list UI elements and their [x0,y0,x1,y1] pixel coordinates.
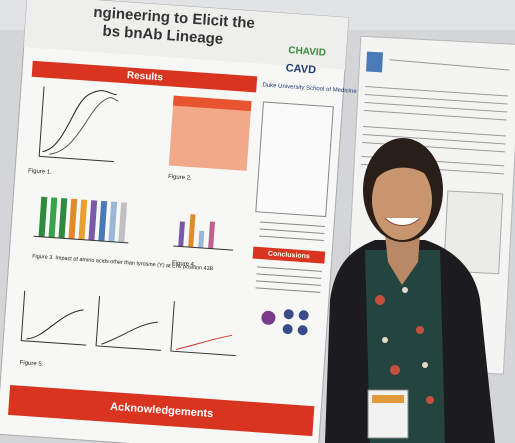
figure [443,190,504,275]
logo-text: CAVD [285,62,316,76]
header [23,0,349,70]
figure-3 [33,196,234,251]
section-heading: Results [127,70,164,84]
section-bar [8,384,315,437]
diagram [261,309,309,336]
figure-1: Figure 1. [28,86,119,176]
text-lines [255,266,322,293]
section-heading: Conclusions [268,250,310,260]
logo-text: CHAVID [288,45,326,59]
side-figures [255,101,334,241]
figure-caption: Figure 1. [28,168,52,176]
table [168,95,252,171]
table-header [173,95,252,112]
figure-caption: Figure 5. [19,360,43,368]
logo [366,51,384,73]
figure-caption: Figure 4. [172,261,196,269]
section-bar [31,60,258,93]
left-poster: ngineering to Elicit the bs bnAb Lineage… [0,0,357,443]
figure-caption: Figure 2. [168,174,192,182]
section-bar [252,246,326,264]
person [325,138,495,443]
figure-5 [20,290,236,357]
